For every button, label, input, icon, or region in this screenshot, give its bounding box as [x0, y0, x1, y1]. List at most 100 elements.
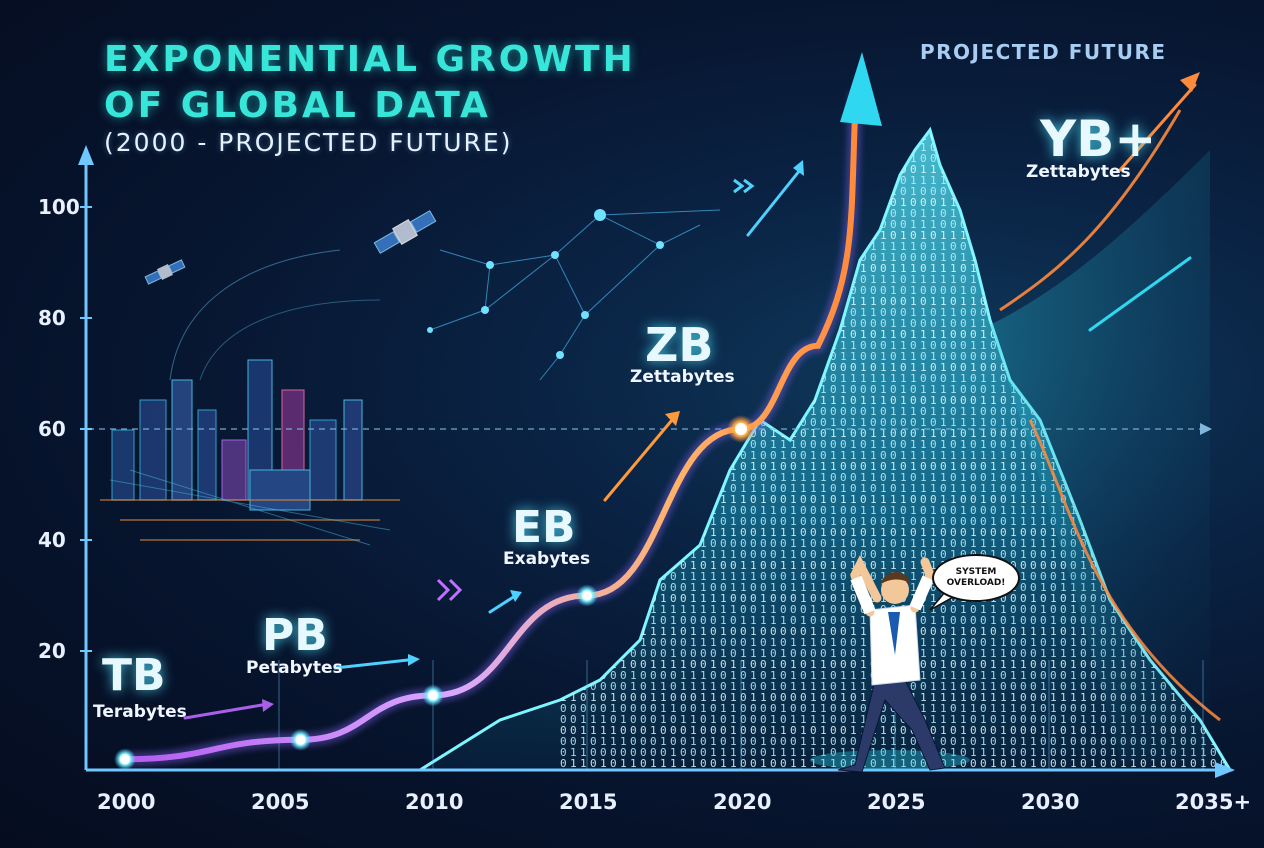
binary-digit: 0	[1250, 460, 1257, 473]
binary-digit: 0	[710, 702, 717, 715]
binary-digit: 1	[850, 372, 857, 385]
binary-digit: 0	[760, 185, 767, 198]
binary-digit: 0	[600, 416, 607, 429]
binary-digit: 0	[710, 669, 717, 682]
binary-digit: 0	[710, 229, 717, 242]
binary-digit: 0	[710, 152, 717, 165]
binary-digit: 0	[680, 284, 687, 297]
binary-digit: 0	[780, 306, 787, 319]
binary-digit: 1	[830, 537, 837, 550]
binary-digit: 0	[590, 537, 597, 550]
binary-digit: 0	[900, 218, 907, 231]
binary-digit: 0	[1030, 141, 1037, 154]
binary-digit: 1	[840, 317, 847, 330]
binary-digit: 0	[750, 438, 757, 451]
binary-digit: 1	[680, 152, 687, 165]
binary-digit: 1	[990, 262, 997, 275]
binary-digit: 1	[1040, 603, 1047, 616]
binary-digit: 1	[810, 482, 817, 495]
binary-digit: 0	[630, 163, 637, 176]
binary-digit: 1	[670, 746, 677, 759]
binary-digit: 0	[900, 174, 907, 187]
binary-digit: 0	[710, 196, 717, 209]
binary-digit: 0	[880, 702, 887, 715]
binary-digit: 0	[640, 669, 647, 682]
binary-digit: 1	[570, 636, 577, 649]
binary-digit: 1	[920, 438, 927, 451]
binary-digit: 0	[780, 240, 787, 253]
binary-digit: 1	[580, 383, 587, 396]
binary-digit: 0	[970, 460, 977, 473]
binary-digit: 1	[760, 647, 767, 660]
binary-digit: 1	[1250, 339, 1257, 352]
binary-digit: 1	[850, 350, 857, 363]
binary-digit: 1	[660, 658, 667, 671]
binary-digit: 1	[740, 559, 747, 572]
binary-digit: 0	[610, 394, 617, 407]
binary-digit: 1	[600, 174, 607, 187]
binary-digit: 0	[1000, 229, 1007, 242]
binary-digit: 1	[1040, 251, 1047, 264]
binary-digit: 1	[810, 449, 817, 462]
binary-digit: 0	[590, 460, 597, 473]
binary-digit: 1	[990, 471, 997, 484]
binary-digit: 0	[760, 152, 767, 165]
binary-digit: 1	[1060, 570, 1067, 583]
binary-digit: 0	[920, 625, 927, 638]
binary-digit: 1	[690, 185, 697, 198]
binary-digit: 0	[750, 548, 757, 561]
binary-digit: 1	[760, 592, 767, 605]
binary-digit: 0	[1250, 273, 1257, 286]
binary-digit: 0	[720, 394, 727, 407]
binary-digit: 1	[980, 152, 987, 165]
binary-digit: 1	[920, 416, 927, 429]
binary-digit: 1	[1040, 515, 1047, 528]
binary-digit: 0	[640, 416, 647, 429]
binary-digit: 1	[850, 339, 857, 352]
binary-digit: 0	[1010, 680, 1017, 693]
binary-digit: 0	[980, 174, 987, 187]
binary-digit: 0	[800, 306, 807, 319]
binary-digit: 0	[770, 317, 777, 330]
binary-digit: 1	[1250, 328, 1257, 341]
binary-digit: 0	[990, 229, 997, 242]
binary-digit: 1	[720, 504, 727, 517]
binary-digit: 0	[770, 570, 777, 583]
binary-digit: 1	[1050, 614, 1057, 627]
binary-digit: 1	[1100, 779, 1107, 792]
binary-digit: 0	[1040, 548, 1047, 561]
binary-digit: 1	[1250, 636, 1257, 649]
binary-digit: 0	[990, 339, 997, 352]
binary-digit: 1	[580, 394, 587, 407]
binary-digit: 1	[920, 636, 927, 649]
binary-digit: 1	[760, 504, 767, 517]
binary-digit: 1	[670, 284, 677, 297]
binary-digit: 1	[920, 207, 927, 220]
binary-digit: 0	[980, 724, 987, 737]
binary-digit: 0	[810, 361, 817, 374]
binary-digit: 1	[630, 218, 637, 231]
binary-digit: 1	[990, 460, 997, 473]
binary-digit: 1	[560, 383, 567, 396]
binary-digit: 0	[1030, 548, 1037, 561]
binary-digit: 1	[680, 196, 687, 209]
binary-digit: 0	[1160, 163, 1167, 176]
binary-digit: 0	[590, 141, 597, 154]
binary-digit: 0	[870, 361, 877, 374]
binary-digit: 0	[1080, 757, 1087, 770]
binary-digit: 1	[1080, 691, 1087, 704]
binary-digit: 0	[810, 185, 817, 198]
binary-digit: 1	[560, 251, 567, 264]
binary-digit: 0	[700, 152, 707, 165]
binary-digit: 1	[660, 680, 667, 693]
binary-digit: 0	[810, 559, 817, 572]
binary-digit: 1	[880, 372, 887, 385]
binary-digit: 1	[1020, 449, 1027, 462]
binary-digit: 1	[750, 669, 757, 682]
binary-digit: 0	[830, 691, 837, 704]
binary-digit: 1	[1210, 625, 1217, 638]
binary-digit: 0	[910, 130, 917, 143]
binary-digit: 0	[750, 306, 757, 319]
binary-digit: 1	[1110, 218, 1117, 231]
binary-digit: 0	[900, 306, 907, 319]
